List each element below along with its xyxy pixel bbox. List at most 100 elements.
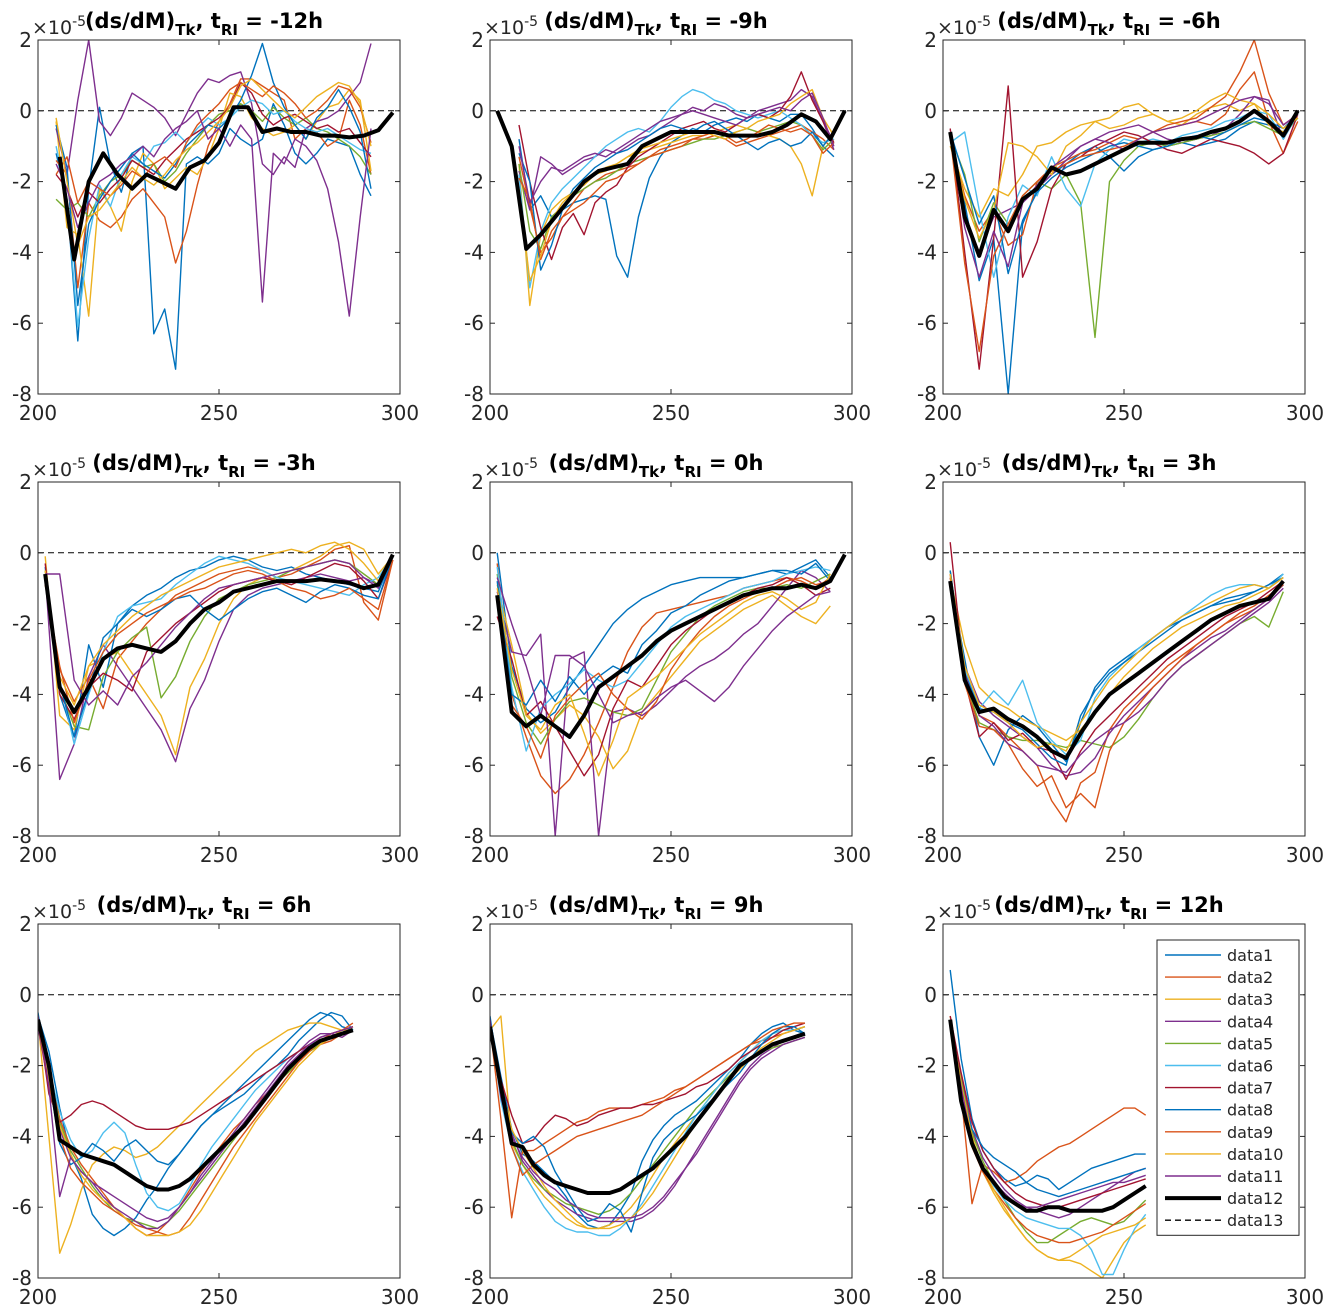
x-tick-label: 200 xyxy=(471,843,509,867)
y-tick-label: -8 xyxy=(917,824,937,848)
subplot-title: (ds/dM)Tk, tRI = 9h xyxy=(549,893,764,923)
series-line-data8 xyxy=(38,1011,354,1166)
series-group xyxy=(948,969,1147,1278)
y-tick-label: -4 xyxy=(12,1124,32,1148)
series-line-data9 xyxy=(949,1022,1147,1244)
y-tick-label: 2 xyxy=(471,470,484,494)
y-tick-label: -2 xyxy=(917,170,937,194)
series-line-data7 xyxy=(518,71,835,261)
series-line-data7 xyxy=(55,81,372,218)
y-tick-label: -8 xyxy=(12,824,32,848)
y-tick-label: -6 xyxy=(917,311,937,335)
subplot-2: 200 250 300 2 0 -2 -4 -6 -8 ×10-5 (ds/dM)Tk, tRI =… xyxy=(464,9,871,425)
subplot-title: (ds/dM)Tk, tRI = -12h xyxy=(85,9,323,39)
y-tick-label: 0 xyxy=(924,983,937,1007)
y-tick-label: 0 xyxy=(19,99,32,123)
x-tick-label: 250 xyxy=(200,401,238,425)
axes-box xyxy=(489,923,853,1279)
y-tick-label: -4 xyxy=(12,240,32,264)
x-tick-label: 200 xyxy=(19,1285,57,1309)
axes-box xyxy=(37,481,401,837)
subplot-8: 200 250 300 2 0 -2 -4 -6 -8 ×10-5 (ds/dM)Tk, tRI =… xyxy=(464,893,871,1309)
series-line-data2 xyxy=(518,124,835,254)
series-line-data2 xyxy=(496,563,831,795)
series-line-data8 xyxy=(518,120,835,271)
series-line-data9 xyxy=(55,81,372,204)
subplot-3: 200 250 300 2 0 -2 -4 -6 -8 ×10-5 (ds/dM)Tk, tRI =… xyxy=(917,9,1324,425)
y-tick-label: -4 xyxy=(464,1124,484,1148)
y-tick-label: -6 xyxy=(12,311,32,335)
y-tick-label: -4 xyxy=(917,240,937,264)
series-line-data11 xyxy=(490,1019,806,1219)
subplot-title: (ds/dM)Tk, tRI = -9h xyxy=(544,9,768,39)
legend-label-data4: data4 xyxy=(1227,1012,1273,1031)
x-tick-label: 200 xyxy=(19,843,57,867)
series-group xyxy=(490,1015,806,1237)
series-line-data8 xyxy=(949,113,1299,275)
series-line-data11 xyxy=(518,92,835,204)
series-line-data12 xyxy=(57,105,395,262)
x-tick-label: 250 xyxy=(652,1285,690,1309)
y-tick-label: -6 xyxy=(464,311,484,335)
x-tick-label: 300 xyxy=(381,1285,419,1309)
legend-label-data9: data9 xyxy=(1227,1123,1273,1142)
y-tick-label: -8 xyxy=(12,382,32,406)
series-line-data4 xyxy=(949,584,1284,777)
series-group xyxy=(55,40,395,370)
legend: data1 data2 data3 data4 data5 data6 data7 data8… xyxy=(1156,939,1300,1236)
y-tick-label: 0 xyxy=(471,99,484,123)
y-tick-label: -8 xyxy=(12,1266,32,1290)
subplot-title: (ds/dM)Tk, tRI = -6h xyxy=(997,9,1221,39)
series-line-data11 xyxy=(949,580,1284,773)
series-group xyxy=(948,40,1300,394)
y-tick-label: 2 xyxy=(19,28,32,52)
axis-exponent-label: ×10-5 xyxy=(484,14,538,39)
x-tick-label: 300 xyxy=(833,843,871,867)
series-line-data11 xyxy=(38,1015,354,1230)
series-line-data12 xyxy=(490,1026,806,1195)
series-line-data11 xyxy=(949,1026,1146,1208)
series-line-data2 xyxy=(949,71,1299,247)
series-line-data1 xyxy=(55,102,372,370)
series-line-data3 xyxy=(949,102,1299,218)
series-line-data3 xyxy=(38,1019,353,1254)
series-line-data7 xyxy=(496,576,831,777)
x-tick-label: 250 xyxy=(1105,1285,1143,1309)
y-tick-label: -4 xyxy=(12,682,32,706)
y-tick-label: -6 xyxy=(464,753,484,777)
y-tick-label: 0 xyxy=(471,541,484,565)
y-tick-label: -2 xyxy=(917,612,937,636)
axes-box xyxy=(489,481,853,837)
y-tick-label: -6 xyxy=(917,753,937,777)
legend-label-data5: data5 xyxy=(1227,1034,1273,1053)
series-line-data3 xyxy=(949,577,1284,742)
series-line-data2 xyxy=(44,545,394,710)
axis-exponent-label: ×10-5 xyxy=(32,14,86,39)
y-tick-label: -2 xyxy=(464,1054,484,1078)
axis-exponent-label: ×10-5 xyxy=(937,898,991,923)
y-tick-label: 0 xyxy=(471,983,484,1007)
series-line-data12 xyxy=(948,1019,1147,1213)
y-tick-label: -6 xyxy=(464,1195,484,1219)
subplot-title: (ds/dM)Tk, tRI = -3h xyxy=(92,451,316,481)
series-line-data8 xyxy=(496,562,831,706)
y-tick-label: -2 xyxy=(464,612,484,636)
series-line-data6 xyxy=(518,88,835,289)
series-line-data10 xyxy=(38,1019,354,1237)
y-tick-label: 2 xyxy=(924,28,937,52)
series-line-data12 xyxy=(38,1019,354,1192)
legend-label-data11: data11 xyxy=(1227,1167,1283,1186)
legend-label-data1: data1 xyxy=(1227,946,1273,965)
y-tick-label: -2 xyxy=(12,612,32,636)
series-group xyxy=(495,71,847,307)
subplot-title: (ds/dM)Tk, tRI = 6h xyxy=(97,893,312,923)
x-tick-label: 200 xyxy=(471,1285,509,1309)
x-tick-label: 250 xyxy=(1105,401,1143,425)
series-line-data4 xyxy=(949,95,1299,254)
x-tick-label: 200 xyxy=(471,401,509,425)
series-line-data7 xyxy=(490,1022,806,1145)
axis-exponent-label: ×10-5 xyxy=(32,456,86,481)
legend-label-data2: data2 xyxy=(1227,968,1273,987)
axis-exponent-label: ×10-5 xyxy=(937,14,991,39)
legend-label-data3: data3 xyxy=(1227,990,1273,1009)
